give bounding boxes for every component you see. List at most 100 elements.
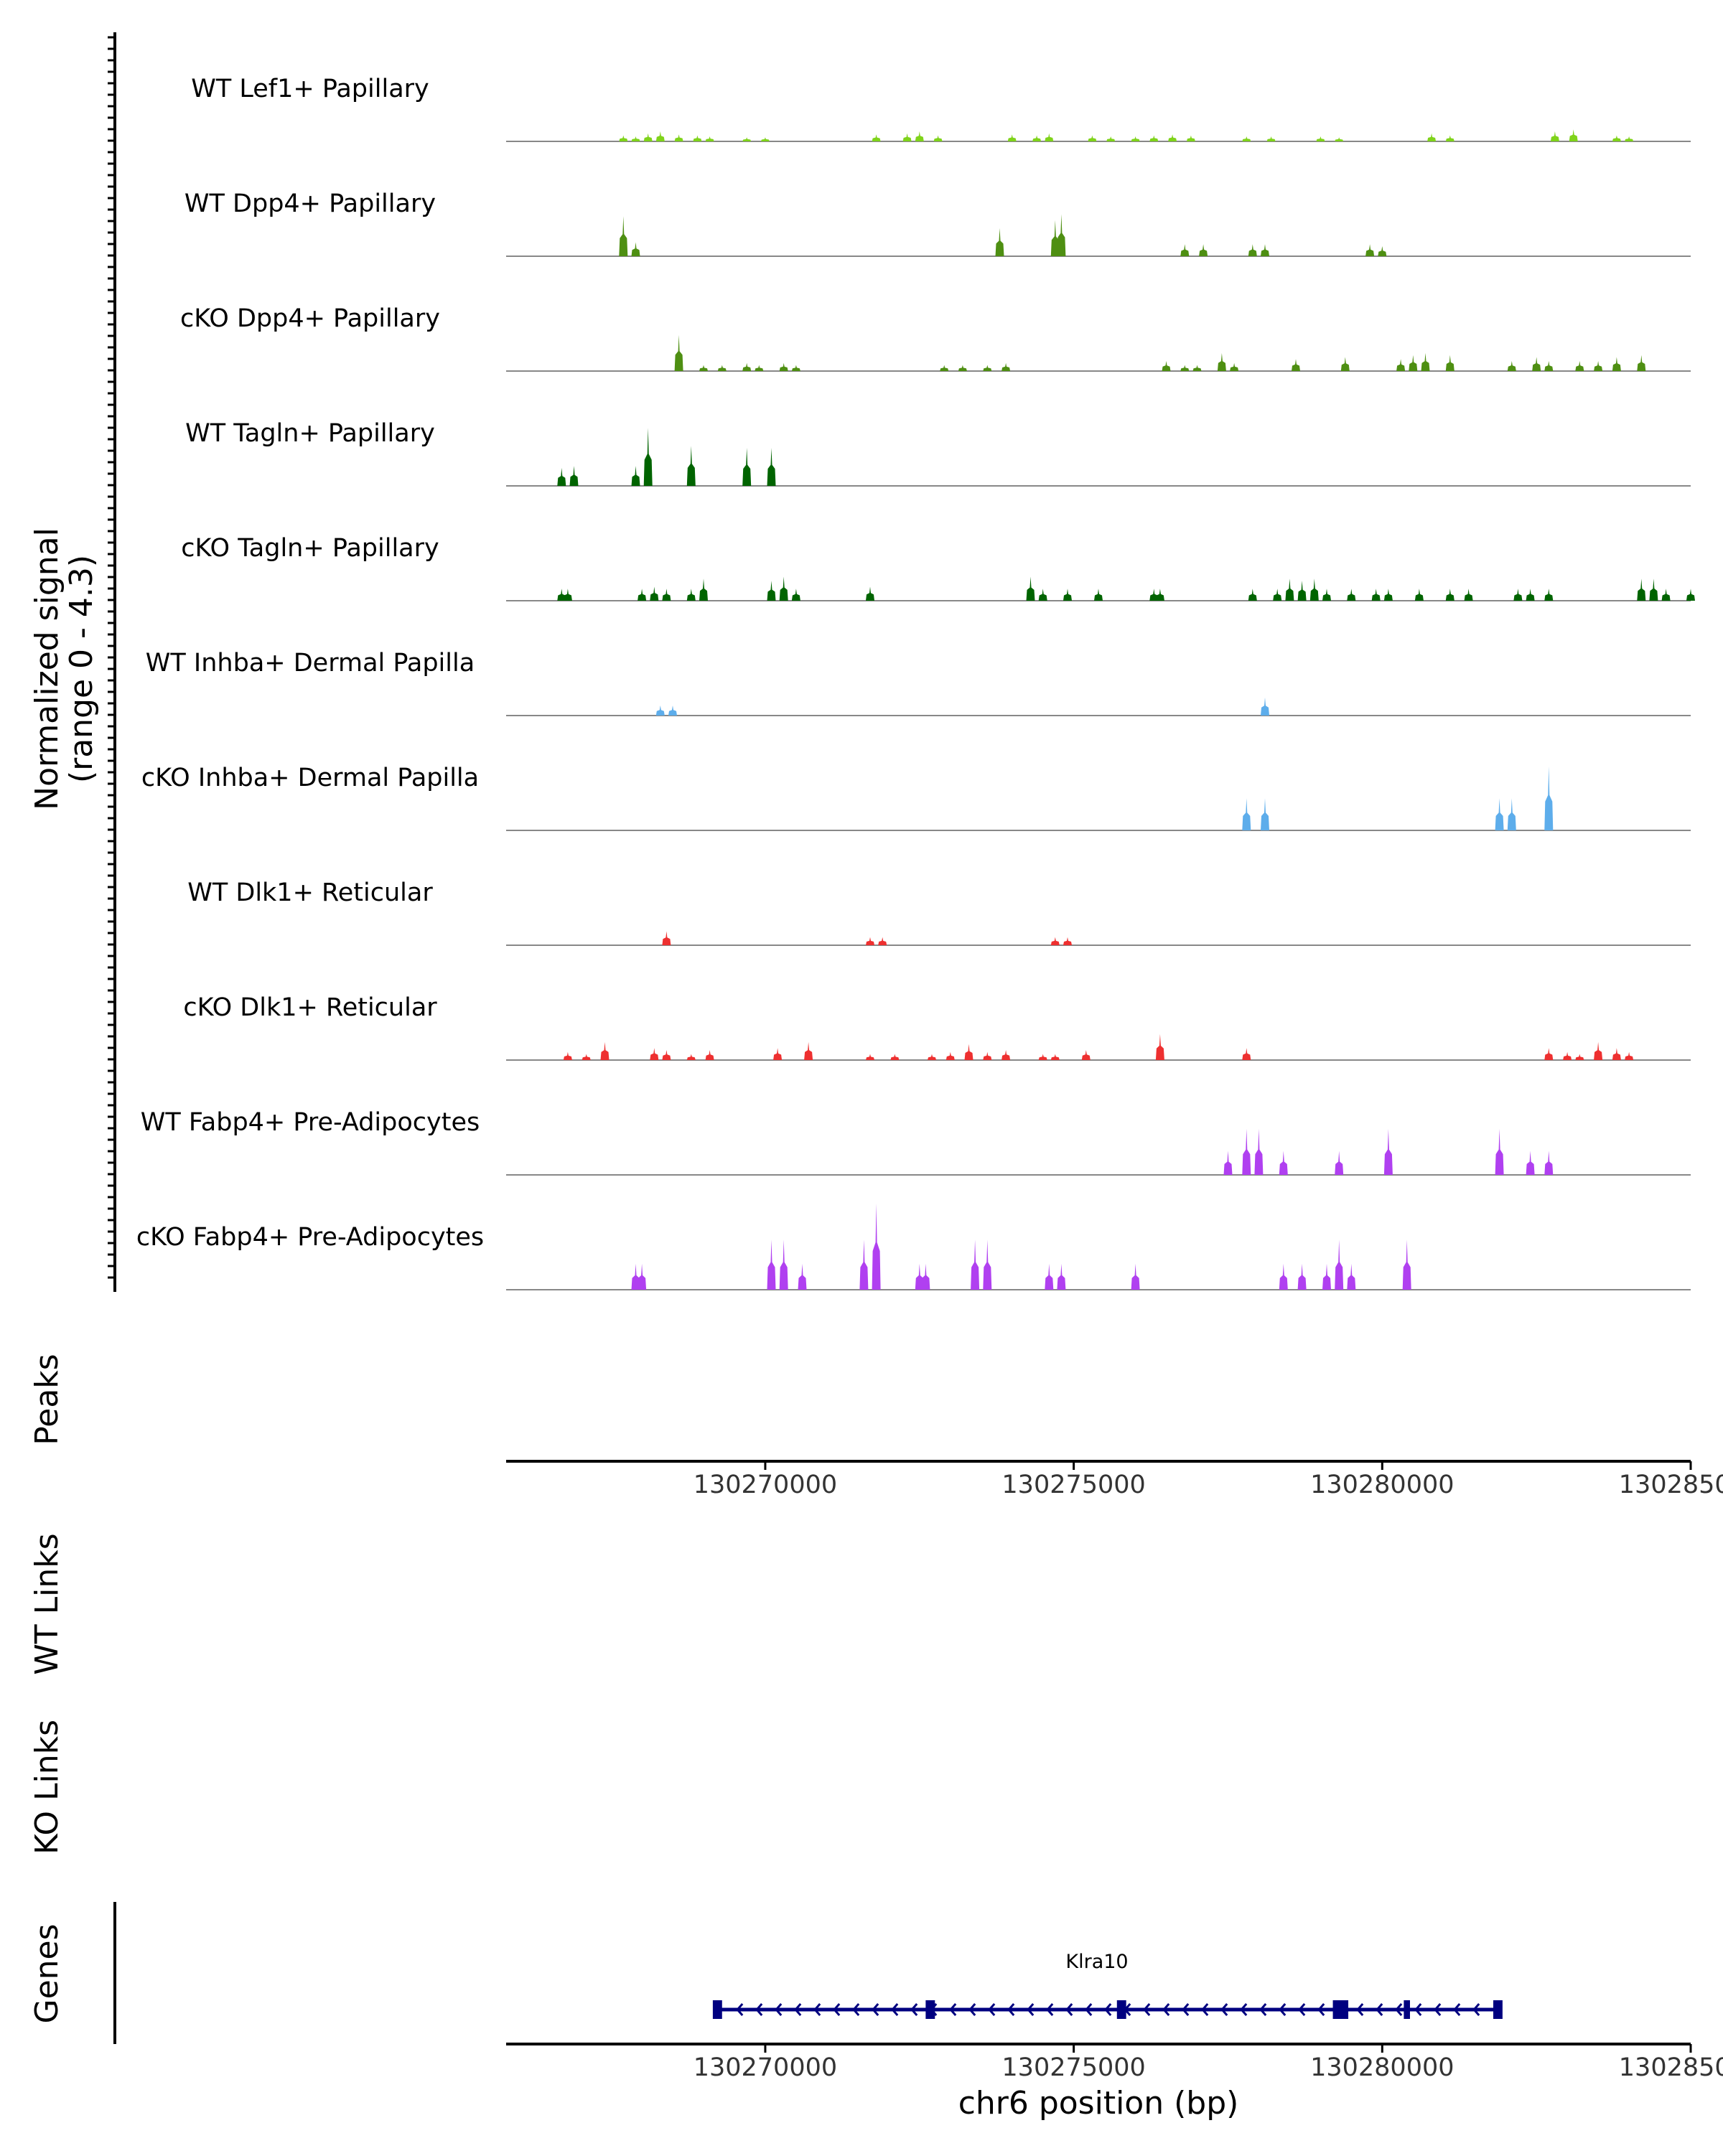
track-3-peak-1 bbox=[569, 466, 579, 486]
gene-strand-arrow-32 bbox=[1356, 2003, 1364, 2016]
track-2-peak-24 bbox=[1544, 361, 1554, 371]
gene-exon-2 bbox=[1116, 2000, 1126, 2019]
track-8-peak-5 bbox=[686, 1054, 696, 1060]
track-3-peak-4 bbox=[686, 446, 696, 486]
track-8-peak-4 bbox=[662, 1050, 671, 1060]
track-8-peak-23 bbox=[1575, 1054, 1584, 1060]
track-10-peak-0 bbox=[631, 1263, 640, 1290]
gene-exon-4 bbox=[1404, 2000, 1410, 2019]
track-10-peak-6 bbox=[872, 1204, 881, 1290]
track-2-peak-6 bbox=[791, 365, 800, 371]
track-8-peak-8 bbox=[804, 1041, 813, 1060]
track-label-8: cKO Dlk1+ Reticular bbox=[183, 993, 437, 1022]
track-1-peak-1 bbox=[631, 242, 640, 256]
track-0-peak-0 bbox=[619, 135, 628, 141]
genes-x-ticks: 130270000 130275000 130280000 130285000 bbox=[694, 2044, 1723, 2082]
track-3-peak-3 bbox=[643, 428, 653, 486]
track-10-peak-7 bbox=[915, 1263, 924, 1290]
track-8: cKO Dlk1+ Reticular bbox=[183, 993, 1691, 1061]
track-9-peak-5 bbox=[1383, 1128, 1393, 1175]
genes-x-tick-label-2: 130280000 bbox=[1310, 2053, 1454, 2082]
track-10: cKO Fabp4+ Pre-Adipocytes bbox=[136, 1204, 1691, 1290]
track-4-peak-19 bbox=[1285, 578, 1294, 601]
track-10-peak-4 bbox=[798, 1263, 807, 1290]
gene-strand-arrow-29 bbox=[1298, 2003, 1306, 2016]
track-0-peak-28 bbox=[1550, 131, 1559, 141]
track-2-peak-26 bbox=[1594, 361, 1603, 371]
track-10-peak-9 bbox=[971, 1239, 980, 1290]
track-8-peak-22 bbox=[1563, 1051, 1572, 1060]
track-10-peak-3 bbox=[779, 1239, 788, 1290]
track-label-2: cKO Dpp4+ Papillary bbox=[180, 304, 440, 333]
gene-strand-arrow-21 bbox=[1143, 2003, 1151, 2016]
track-0-peak-1 bbox=[631, 136, 640, 141]
track-2-peak-28 bbox=[1637, 355, 1646, 371]
peaks-label: Peaks bbox=[29, 1354, 65, 1445]
track-3: WT Tagln+ Papillary bbox=[185, 419, 1691, 487]
track-10-peak-14 bbox=[1279, 1263, 1288, 1290]
track-8-peak-16 bbox=[1038, 1054, 1047, 1060]
track-8-peak-17 bbox=[1050, 1054, 1060, 1060]
track-0-peak-14 bbox=[1032, 135, 1042, 141]
track-2-peak-12 bbox=[1180, 365, 1190, 371]
track-2-peak-19 bbox=[1409, 355, 1418, 371]
gene-strand-arrow-5 bbox=[833, 2003, 841, 2016]
track-10-peak-15 bbox=[1297, 1263, 1307, 1290]
track-4-peak-14 bbox=[1094, 589, 1103, 601]
track-0-peak-23 bbox=[1266, 136, 1276, 141]
gene-strand-arrow-30 bbox=[1317, 2003, 1325, 2016]
gene-exon-0 bbox=[712, 2000, 722, 2019]
track-label-10: cKO Fabp4+ Pre-Adipocytes bbox=[136, 1223, 484, 1252]
gene-strand-arrow-36 bbox=[1434, 2003, 1442, 2016]
track-2: cKO Dpp4+ Papillary bbox=[180, 304, 1691, 372]
track-1-peak-8 bbox=[1261, 244, 1269, 256]
track-2-peak-25 bbox=[1575, 361, 1584, 371]
gene-strand-arrow-28 bbox=[1279, 2003, 1287, 2016]
track-2-peak-5 bbox=[779, 362, 788, 371]
track-2-peak-20 bbox=[1421, 352, 1430, 371]
track-10-peak-12 bbox=[1057, 1263, 1066, 1290]
track-0-peak-13 bbox=[1007, 134, 1017, 141]
track-8-peak-11 bbox=[928, 1054, 936, 1060]
gene-strand-arrow-23 bbox=[1182, 2003, 1190, 2016]
track-6: cKO Inhba+ Dermal Papilla bbox=[141, 764, 1691, 831]
gene-strand-arrow-15 bbox=[1027, 2003, 1035, 2016]
track-10-peak-2 bbox=[767, 1239, 776, 1290]
track-9-peak-7 bbox=[1526, 1150, 1535, 1175]
peaks-x-ticks: 130270000 130275000 130280000 130285000 bbox=[694, 1461, 1723, 1499]
track-0: WT Lef1+ Papillary bbox=[191, 75, 1691, 142]
gene-label-klra10: Klra10 bbox=[1065, 1951, 1128, 1973]
genes-x-tick-label-0: 130270000 bbox=[694, 2053, 837, 2082]
track-4-peak-24 bbox=[1371, 589, 1381, 601]
track-8-peak-14 bbox=[983, 1051, 992, 1060]
track-label-1: WT Dpp4+ Papillary bbox=[185, 189, 436, 218]
track-10-peak-13 bbox=[1131, 1263, 1140, 1290]
track-7-peak-1 bbox=[866, 937, 874, 945]
track-0-peak-16 bbox=[1088, 135, 1097, 141]
track-1: WT Dpp4+ Papillary bbox=[185, 189, 1691, 257]
track-10-peak-10 bbox=[983, 1239, 992, 1290]
track-label-4: cKO Tagln+ Papillary bbox=[181, 534, 439, 563]
track-1-peak-10 bbox=[1378, 246, 1387, 256]
track-2-peak-3 bbox=[742, 362, 752, 371]
track-2-peak-18 bbox=[1396, 359, 1406, 371]
track-7: WT Dlk1+ Reticular bbox=[187, 878, 1691, 946]
track-3-peak-0 bbox=[557, 467, 566, 486]
track-label-9: WT Fabp4+ Pre-Adipocytes bbox=[141, 1108, 480, 1137]
track-0-peak-4 bbox=[674, 134, 683, 141]
track-1-peak-7 bbox=[1248, 244, 1257, 256]
track-0-peak-26 bbox=[1427, 133, 1437, 141]
track-8-peak-7 bbox=[773, 1048, 783, 1060]
track-0-peak-21 bbox=[1186, 135, 1195, 141]
peaks-x-tick-label-3: 130285000 bbox=[1619, 1471, 1723, 1499]
track-4-peak-16 bbox=[1155, 589, 1164, 601]
track-0-peak-15 bbox=[1045, 133, 1054, 141]
track-4-peak-21 bbox=[1309, 578, 1319, 601]
gene-strand-arrow-17 bbox=[1065, 2003, 1073, 2016]
track-4-peak-15 bbox=[1149, 589, 1159, 601]
track-6-peak-1 bbox=[1261, 798, 1269, 830]
peaks-x-tick-label-0: 130270000 bbox=[694, 1471, 837, 1499]
track-2-peak-15 bbox=[1230, 362, 1239, 371]
track-1-peak-3 bbox=[1050, 220, 1060, 256]
track-0-peak-5 bbox=[693, 135, 702, 141]
